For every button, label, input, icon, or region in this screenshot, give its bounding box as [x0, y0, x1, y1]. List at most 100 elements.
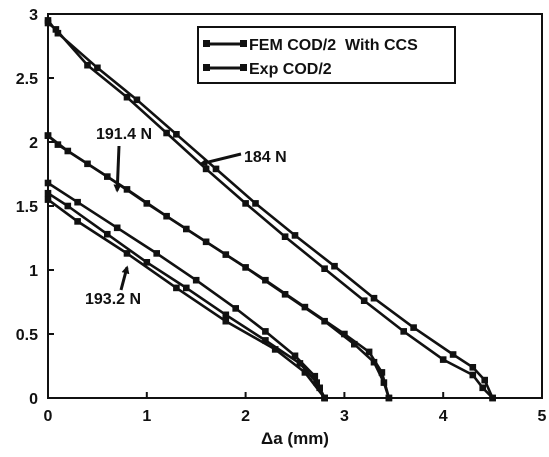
data-point-1-8: [331, 262, 338, 270]
data-point-3-5: [222, 251, 230, 258]
data-point-5-4: [183, 284, 190, 292]
data-point-1-5: [212, 165, 220, 173]
data-point-6-2: [123, 250, 131, 257]
data-point-0-3: [123, 93, 131, 101]
data-point-6-5: [271, 346, 279, 353]
data-point-0-4: [163, 129, 170, 137]
data-point-5-5: [222, 311, 230, 319]
data-point-1-11: [449, 351, 457, 358]
data-point-0-13: [479, 384, 486, 392]
data-point-4-8: [311, 372, 319, 380]
data-point-3-2: [104, 173, 111, 180]
data-point-6-7: [321, 394, 328, 402]
series-group: [44, 17, 496, 402]
data-point-6-0: [44, 196, 52, 203]
y-tick-label-5: 2.5: [16, 71, 38, 88]
data-point-0-5: [202, 165, 210, 173]
annotation-arrow-0: [199, 152, 242, 167]
data-point-0-7: [281, 233, 289, 240]
data-point-6-6: [301, 369, 309, 376]
data-point-4-2: [113, 224, 121, 232]
legend-label-1: FEM COD/2 With CCS: [249, 37, 418, 54]
data-point-1-9: [370, 294, 378, 302]
data-point-5-2: [104, 230, 111, 238]
x-tick-label-4: 4: [439, 408, 448, 425]
annotation-label-0: 184 N: [244, 149, 287, 166]
y-tick-label-2: 1: [29, 263, 38, 280]
x-axis-label: Δa (mm): [261, 429, 329, 448]
data-point-0-6: [242, 200, 249, 207]
y-tick-label-3: 1.5: [16, 199, 38, 216]
data-point-6-1: [74, 218, 81, 225]
data-point-5-7: [296, 360, 304, 367]
annotation-arrow-1: [113, 145, 122, 193]
data-point-6-3: [173, 284, 180, 292]
annotation-label-1: 191.4 N: [96, 126, 152, 143]
x-tick-label-5: 5: [538, 408, 547, 425]
data-point-1-6: [252, 200, 259, 207]
data-point-3-9: [365, 348, 373, 356]
data-point-3-0: [44, 132, 52, 139]
data-point-3-10: [378, 369, 386, 376]
data-point-1-7: [291, 232, 299, 239]
data-point-3-1: [64, 147, 72, 155]
data-point-6-4: [222, 317, 230, 325]
data-point-5-0: [44, 189, 52, 197]
data-point-5-3: [143, 259, 151, 266]
data-point-1-3: [133, 96, 141, 104]
x-tick-label-0: 0: [44, 408, 53, 425]
legend-box: [197, 26, 456, 84]
data-point-1-2: [94, 64, 101, 72]
series-line-5: [47, 192, 326, 399]
data-point-3-6: [262, 276, 269, 284]
y-tick-label-1: 0.5: [16, 327, 38, 344]
data-point-1-4: [173, 131, 180, 138]
tick-group: 0 1 2 3 4 5 0 0.5 1 1.5 2 2.5 3: [16, 7, 547, 425]
data-point-3-7: [301, 303, 309, 311]
data-point-3-3: [143, 200, 151, 207]
series-line-6: [47, 198, 326, 399]
x-tick-label-2: 2: [241, 408, 250, 425]
data-point-5-6: [262, 337, 269, 344]
x-tick-label-3: 3: [340, 408, 349, 425]
data-point-4-0: [44, 179, 52, 187]
data-point-4-5: [232, 305, 239, 312]
data-point-4-4: [192, 276, 200, 284]
legend: FEM COD/2 With CCS Exp COD/2: [197, 26, 456, 84]
data-point-0-10: [400, 328, 407, 335]
data-point-5-1: [64, 202, 72, 210]
data-point-1-0: [44, 17, 52, 24]
x-tick-label-1: 1: [142, 408, 151, 425]
data-point-0-8: [321, 265, 328, 272]
data-point-4-1: [74, 198, 81, 206]
legend-marker-2a: [203, 64, 210, 71]
data-point-1-10: [410, 324, 417, 331]
data-point-0-9: [360, 297, 368, 304]
data-point-4-6: [262, 328, 269, 335]
data-point-5-8: [313, 379, 320, 386]
legend-label-2: Exp COD/2: [249, 61, 332, 78]
annotation-arrow-2: [119, 265, 130, 291]
data-point-0-2: [84, 61, 91, 69]
data-point-3-11: [385, 394, 393, 402]
data-point-0-11: [439, 356, 447, 363]
legend-marker-1b: [240, 40, 247, 47]
data-point-1-14: [489, 394, 496, 402]
legend-marker-2b: [240, 64, 247, 71]
data-point-1-13: [481, 376, 488, 384]
y-tick-label-6: 3: [29, 7, 38, 24]
data-point-4-3: [153, 250, 160, 257]
annotation-group: 184 N 191.4 N 193.2 N: [85, 126, 287, 308]
data-point-3-4: [183, 225, 190, 233]
y-tick-label-4: 2: [29, 135, 38, 152]
data-point-1-12: [469, 364, 477, 371]
series-line-3: [47, 134, 391, 399]
data-point-1-1: [54, 29, 62, 37]
legend-marker-1a: [203, 40, 210, 47]
data-point-2-9: [351, 340, 358, 348]
annotation-label-2: 193.2 N: [85, 291, 141, 308]
data-point-3-8: [341, 330, 348, 338]
data-point-0-12: [469, 371, 477, 379]
data-point-4-7: [291, 352, 299, 360]
